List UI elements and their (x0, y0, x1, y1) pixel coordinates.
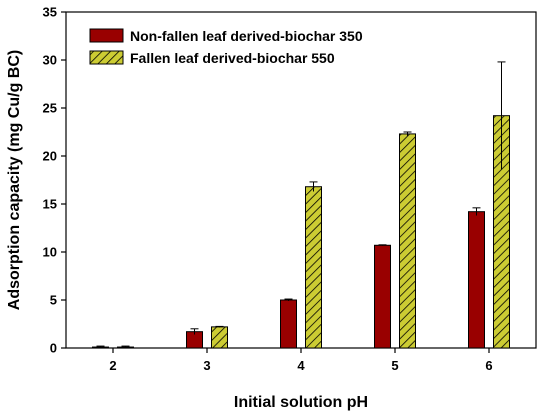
x-tick-label: 6 (485, 358, 492, 373)
x-tick-label: 5 (391, 358, 398, 373)
bar-series-1 (468, 211, 485, 349)
bar-series-1 (374, 244, 391, 349)
legend: Non-fallen leaf derived-biochar 350 Fall… (89, 28, 363, 66)
bar-series-2 (305, 186, 322, 349)
legend-swatch-series-1 (89, 28, 124, 43)
bars (92, 61, 510, 349)
y-tick-label: 10 (43, 245, 57, 260)
bar-series-2 (399, 133, 416, 349)
legend-label-series-2: Fallen leaf derived-biochar 550 (130, 50, 335, 66)
legend-label-series-1: Non-fallen leaf derived-biochar 350 (130, 28, 363, 44)
y-tick-label: 15 (43, 197, 57, 212)
x-axis-title: Initial solution pH (234, 394, 368, 411)
x-tick-label: 2 (109, 358, 116, 373)
x-tick-label: 3 (203, 358, 210, 373)
y-tick-label: 0 (50, 341, 57, 356)
y-tick-label: 30 (43, 53, 57, 68)
y-axis: 0 5 10 15 20 25 30 35 (43, 5, 66, 356)
y-tick-label: 20 (43, 149, 57, 164)
y-tick-label: 25 (43, 101, 57, 116)
y-tick-label: 35 (43, 5, 57, 20)
legend-swatch-series-2 (89, 50, 124, 65)
x-axis: 2 3 4 5 6 (109, 348, 493, 373)
bar-series-2 (211, 326, 228, 349)
x-tick-label: 4 (297, 358, 305, 373)
y-tick-label: 5 (50, 293, 57, 308)
bar-series-1 (280, 299, 297, 349)
y-axis-title: Adsorption capacity (mg Cu/g BC) (6, 50, 23, 310)
